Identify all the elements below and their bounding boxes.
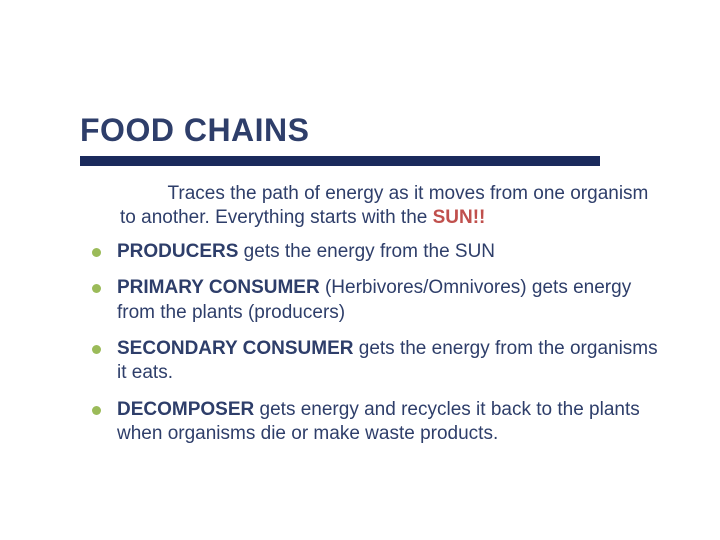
intro-text: Traces the path of energy as it moves fr… [120, 182, 665, 230]
slide: FOOD CHAINS Traces the path of energy as… [0, 0, 720, 540]
list-item: PRIMARY CONSUMER (Herbivores/Omnivores) … [92, 276, 662, 325]
bullet-text: PRIMARY CONSUMER (Herbivores/Omnivores) … [117, 276, 662, 325]
bullet-icon [92, 345, 101, 354]
term-primary-consumer: PRIMARY CONSUMER [117, 277, 320, 298]
bullet-list: PRODUCERS gets the energy from the SUN P… [92, 240, 662, 458]
list-item: PRODUCERS gets the energy from the SUN [92, 240, 662, 264]
intro-prefix: Traces the path of energy as it moves fr… [120, 183, 648, 228]
bullet-icon [92, 406, 101, 415]
term-secondary-consumer: SECONDARY CONSUMER [117, 338, 353, 359]
bullet-text: PRODUCERS gets the energy from the SUN [117, 240, 495, 264]
term-decomposer: DECOMPOSER [117, 399, 254, 420]
term-producers: PRODUCERS [117, 241, 238, 262]
intro-sun: SUN!! [433, 207, 486, 228]
list-item: SECONDARY CONSUMER gets the energy from … [92, 337, 662, 386]
title-underline [80, 156, 600, 166]
bullet-icon [92, 284, 101, 293]
bullet-icon [92, 248, 101, 257]
bullet-text: SECONDARY CONSUMER gets the energy from … [117, 337, 662, 386]
bullet-paren: (Herbivores/Omnivores) [320, 277, 527, 298]
slide-title: FOOD CHAINS [80, 112, 310, 149]
bullet-text: DECOMPOSER gets energy and recycles it b… [117, 398, 662, 447]
bullet-rest: gets the energy from the SUN [238, 241, 495, 262]
title-block: FOOD CHAINS [80, 112, 310, 149]
list-item: DECOMPOSER gets energy and recycles it b… [92, 398, 662, 447]
